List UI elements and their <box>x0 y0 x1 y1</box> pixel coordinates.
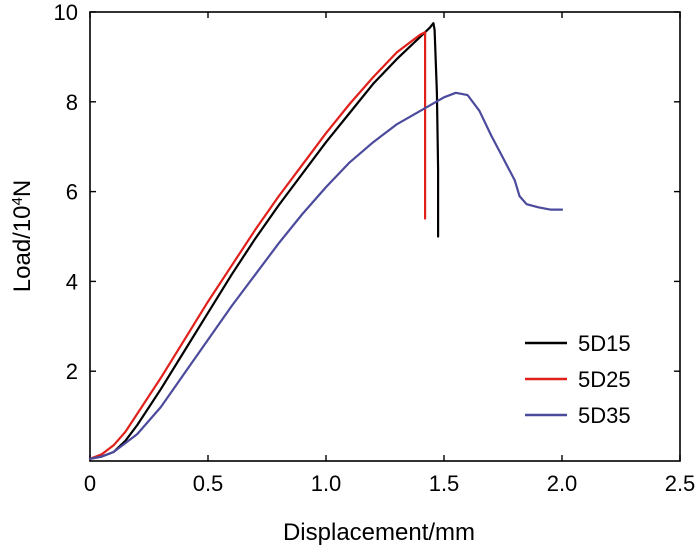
legend-label-5d35: 5D35 <box>578 403 631 428</box>
y-tick-label: 4 <box>66 269 78 294</box>
y-tick-label: 2 <box>66 359 78 384</box>
y-tick-label: 8 <box>66 90 78 115</box>
y-axis-title: Load/104N <box>9 180 37 292</box>
y-axis-title-main: Load/10 <box>9 205 36 292</box>
x-tick-label: 0 <box>84 471 96 496</box>
y-tick-label: 10 <box>54 0 78 25</box>
legend-label-5d25: 5D25 <box>578 367 631 392</box>
x-tick-label: 1.0 <box>311 471 342 496</box>
series-line-5d25 <box>88 31 427 460</box>
x-tick-label: 0.5 <box>193 471 224 496</box>
x-axis-title: Displacement/mm <box>283 519 475 546</box>
x-tick-label: 2.0 <box>547 471 578 496</box>
y-axis-title-unit: N <box>9 180 36 197</box>
series-line-5d15 <box>88 22 440 460</box>
y-tick-label: 6 <box>66 180 78 205</box>
x-tick-label: 1.5 <box>429 471 460 496</box>
y-axis-title-superscript: 4 <box>9 197 26 205</box>
plot-frame <box>89 11 681 462</box>
legend-label-5d15: 5D15 <box>578 331 631 356</box>
x-tick-label: 2.5 <box>665 471 696 496</box>
series-line-5d35 <box>88 91 564 460</box>
